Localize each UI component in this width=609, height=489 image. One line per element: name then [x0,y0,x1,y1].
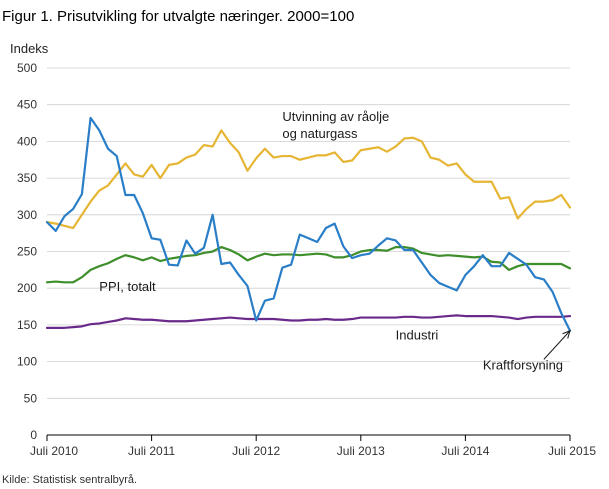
series-line-utvinning-av-r-olje-og-naturgass [45,129,572,230]
series-lines [45,116,572,332]
y-tick-label: 400 [17,134,37,148]
x-tick-label: Juli 2015 [548,444,596,458]
x-ticks: Juli 2010 Juli 2011 Juli 2012 Juli 2013 Juli… [30,435,596,458]
series-label-line: Utvinning av råolje [282,109,389,124]
series-label: Kraftforsyning [483,358,563,373]
x-tick-label: Juli 2010 [30,444,78,458]
y-tick-label: 50 [24,391,38,405]
annotation-arrowhead [562,329,571,339]
y-tick-label: 250 [17,245,37,259]
y-tick-label: 150 [17,318,37,332]
x-tick-label: Juli 2012 [232,444,280,458]
y-tick-label: 450 [17,98,37,112]
series-label-line: og naturgass [282,126,358,141]
y-tick-label: 100 [17,355,37,369]
x-tick-label: Juli 2011 [128,444,175,458]
x-tick-label: Juli 2014 [441,444,489,458]
series-line-kraftforsyning [45,116,572,332]
series-label: Industri [396,328,439,343]
y-axis-label: Indeks [10,41,49,56]
y-tick-labels: 0 50 100 150 200 250 300 350 400 450 500 [17,61,37,442]
annotation-arrow [543,330,571,360]
y-tick-label: 350 [17,171,37,185]
y-tick-label: 200 [17,281,37,295]
y-tick-label: 300 [17,208,37,222]
gridlines [47,67,570,436]
x-tick-label: Juli 2013 [337,444,385,458]
y-tick-label: 500 [17,61,37,75]
y-tick-label: 0 [30,428,37,442]
chart-title: Figur 1. Prisutvikling for utvalgte næri… [2,8,354,25]
series-labels: Utvinning av råolje og naturgass PPI, tota… [99,109,571,373]
series-line-industri [45,314,572,329]
series-label: PPI, totalt [99,279,156,294]
source-note: Kilde: Statistisk sentralbyrå. [2,474,137,486]
